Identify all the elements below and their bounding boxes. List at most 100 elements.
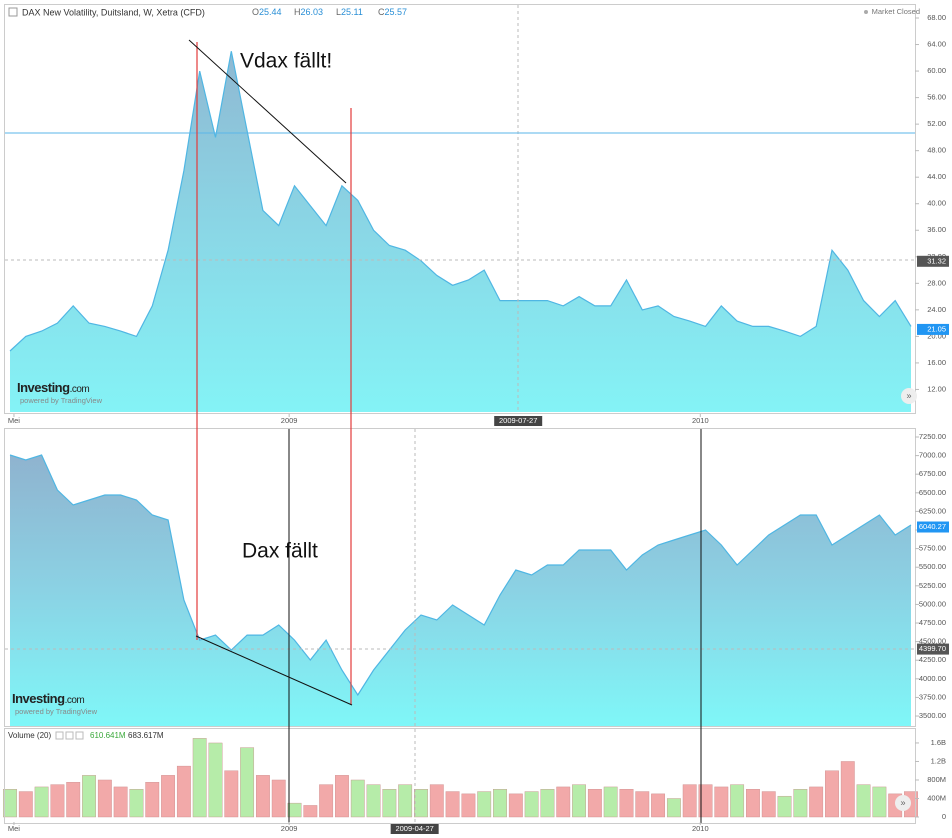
logo-brand: Investing [12, 691, 65, 706]
y-tick-label: 400M [927, 793, 946, 802]
y-tick-label: 60.00 [927, 66, 946, 75]
price-label-box [917, 643, 949, 655]
status-dot [864, 10, 868, 14]
price-label: 4399.70 [919, 644, 946, 653]
price-label-box [917, 521, 949, 533]
volume-bar [97, 779, 112, 818]
y-tick-label: 48.00 [927, 146, 946, 155]
volume-bar [271, 779, 286, 818]
volume-bar [287, 802, 302, 818]
panel-frame [4, 728, 916, 824]
volume-bar [129, 789, 144, 818]
y-tick-label: 4250.00 [919, 655, 946, 664]
y-tick-label: 3500.00 [919, 711, 946, 720]
icon[interactable] [65, 731, 74, 740]
volume-bar [18, 791, 33, 818]
volume-bar [840, 761, 855, 818]
logo-brand: Investing [17, 380, 70, 395]
price-label-box [917, 255, 949, 267]
x-tick-label: Mei [8, 824, 20, 833]
icon[interactable] [75, 731, 84, 740]
volume-bar [335, 775, 349, 818]
volume-bar [192, 738, 207, 818]
annotation: Vdax fällt! [240, 50, 332, 73]
volume-readout: 683.617M [128, 731, 164, 740]
volume-bar [556, 786, 571, 818]
logo: Investing.com [17, 380, 89, 395]
logo: Investing.com [12, 691, 84, 706]
price-label-box [917, 323, 949, 335]
y-tick-label: 5250.00 [919, 581, 946, 590]
volume-bar [82, 775, 96, 818]
trend-line [195, 635, 353, 706]
logo-suffix: .com [65, 695, 85, 706]
y-tick-label: 6500.00 [919, 488, 946, 497]
volume-bar [3, 789, 17, 818]
y-tick-label: 40.00 [927, 199, 946, 208]
x-tick-label: 2009-07-27 [499, 416, 537, 425]
logo-powered: powered by TradingView [15, 707, 98, 716]
y-tick-label: 5500.00 [919, 562, 946, 571]
ohlc-value: 25.44 [259, 7, 282, 17]
volume-title: Volume (20) [8, 731, 51, 740]
volume-bar [619, 789, 634, 818]
volume-bar [524, 791, 539, 818]
y-tick-label: 1.6B [931, 738, 946, 747]
scroll-button[interactable] [901, 388, 917, 404]
volume-bar [429, 784, 444, 818]
volume-bar [714, 786, 729, 818]
volume-bar [856, 784, 871, 818]
trend-line [188, 39, 347, 184]
volume-bar [746, 789, 760, 818]
volume-bar [350, 779, 365, 818]
ohlc-label: H [294, 7, 301, 17]
volume-bar [540, 789, 555, 818]
volume-bar [793, 789, 808, 818]
annotation: Dax fällt [242, 540, 318, 563]
y-tick-label: 3750.00 [919, 692, 946, 701]
ohlc: O25.44 H26.03 L25.11 C25.57 [252, 7, 407, 17]
area [10, 455, 911, 726]
y-tick-label: 44.00 [927, 172, 946, 181]
volume-bar [651, 793, 666, 818]
y-tick-label: 12.00 [927, 384, 946, 393]
ohlc-label: C [378, 7, 385, 17]
volume-bar [809, 786, 824, 818]
collapse-icon[interactable] [8, 7, 18, 17]
market-status: Market Closed [872, 7, 920, 16]
ohlc-item: H26.03 [294, 7, 323, 17]
volume-bar [50, 784, 65, 818]
y-tick-label: 68.00 [927, 13, 946, 22]
y-tick-label: 0 [942, 812, 946, 821]
icon[interactable] [55, 731, 64, 740]
x-tick-label: 2009 [281, 824, 298, 833]
y-tick-label: 4500.00 [919, 637, 946, 646]
y-tick-label: 28.00 [927, 278, 946, 287]
y-tick-label: 24.00 [927, 305, 946, 314]
panel-frame [4, 4, 916, 414]
volume-bar [461, 793, 476, 818]
volume-bar [666, 798, 681, 818]
ohlc-item: O25.44 [252, 7, 282, 17]
scroll-button[interactable] [895, 795, 911, 811]
x-tick-label: 2010 [692, 416, 709, 425]
ohlc-label: L [336, 7, 341, 17]
scroll-icon[interactable]: » [906, 390, 911, 400]
volume-readout: 610.641M [90, 731, 126, 740]
scroll-icon[interactable]: » [900, 797, 905, 807]
line [9, 51, 912, 352]
volume-bar [477, 791, 492, 818]
volume-bar [66, 782, 81, 818]
y-tick-label: 4750.00 [919, 618, 946, 627]
y-tick-label: 52.00 [927, 119, 946, 128]
volume-bar [145, 782, 160, 818]
volume-bar [445, 791, 460, 818]
volume-bar [698, 784, 713, 818]
plot-layer [3, 51, 918, 818]
y-tick-label: 4000.00 [919, 674, 946, 683]
volume-bar [493, 789, 507, 818]
volume-bar [398, 784, 413, 818]
y-tick-label: 7250.00 [919, 432, 946, 441]
volume-bar [587, 789, 602, 818]
